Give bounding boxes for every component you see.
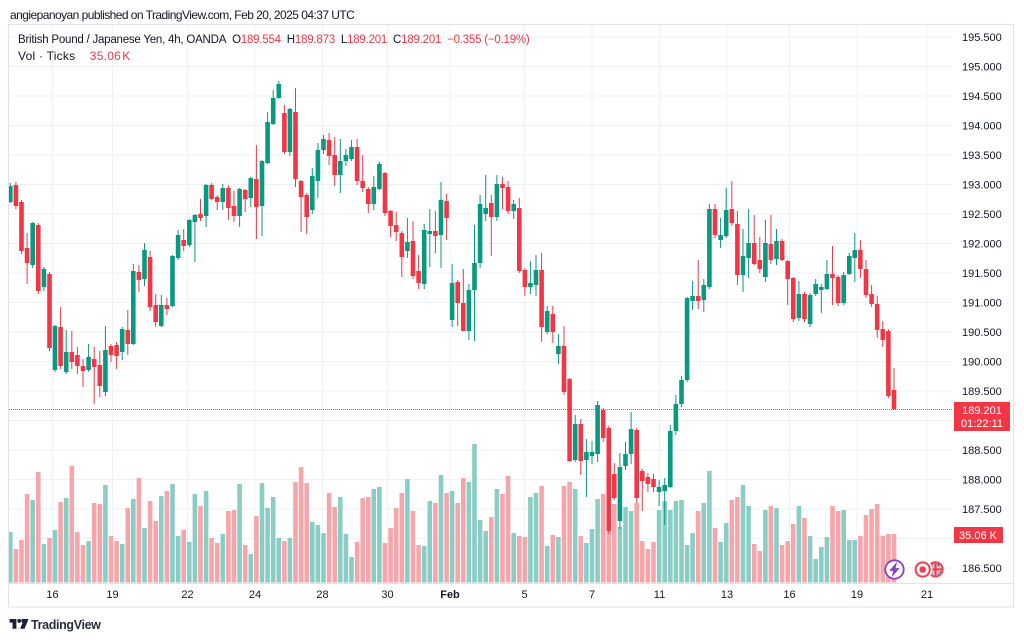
svg-text:189.500: 189.500 <box>962 386 1002 398</box>
svg-text:195.000: 195.000 <box>962 62 1002 74</box>
svg-text:190.000: 190.000 <box>962 357 1002 369</box>
svg-text:187.500: 187.500 <box>962 504 1002 516</box>
svg-text:188.000: 188.000 <box>962 475 1002 487</box>
svg-text:193.000: 193.000 <box>962 180 1002 192</box>
svg-text:189.201: 189.201 <box>962 405 1002 417</box>
svg-text:22: 22 <box>181 589 193 601</box>
svg-text:193.500: 193.500 <box>962 150 1002 162</box>
svg-text:19: 19 <box>851 589 863 601</box>
svg-text:188.500: 188.500 <box>962 445 1002 457</box>
svg-text:16: 16 <box>783 589 795 601</box>
svg-text:5: 5 <box>521 589 527 601</box>
svg-text:01:22:11: 01:22:11 <box>961 418 1003 430</box>
svg-text:194.000: 194.000 <box>962 121 1002 133</box>
svg-text:192.000: 192.000 <box>962 239 1002 251</box>
svg-text:30: 30 <box>381 589 393 601</box>
svg-text:35.06 K: 35.06 K <box>959 530 998 542</box>
svg-text:16: 16 <box>46 589 58 601</box>
svg-text:186.500: 186.500 <box>962 563 1002 575</box>
svg-text:24: 24 <box>249 589 261 601</box>
svg-text:192.500: 192.500 <box>962 209 1002 221</box>
svg-text:191.500: 191.500 <box>962 268 1002 280</box>
svg-text:28: 28 <box>316 589 328 601</box>
svg-text:11: 11 <box>654 589 665 601</box>
svg-text:194.500: 194.500 <box>962 91 1002 103</box>
svg-text:191.000: 191.000 <box>962 298 1002 310</box>
svg-text:190.500: 190.500 <box>962 327 1002 339</box>
svg-text:195.500: 195.500 <box>962 32 1002 44</box>
svg-text:19: 19 <box>106 589 118 601</box>
svg-text:7: 7 <box>589 589 595 601</box>
svg-text:13: 13 <box>721 589 733 601</box>
svg-text:21: 21 <box>921 589 933 601</box>
svg-text:Feb: Feb <box>440 589 460 601</box>
